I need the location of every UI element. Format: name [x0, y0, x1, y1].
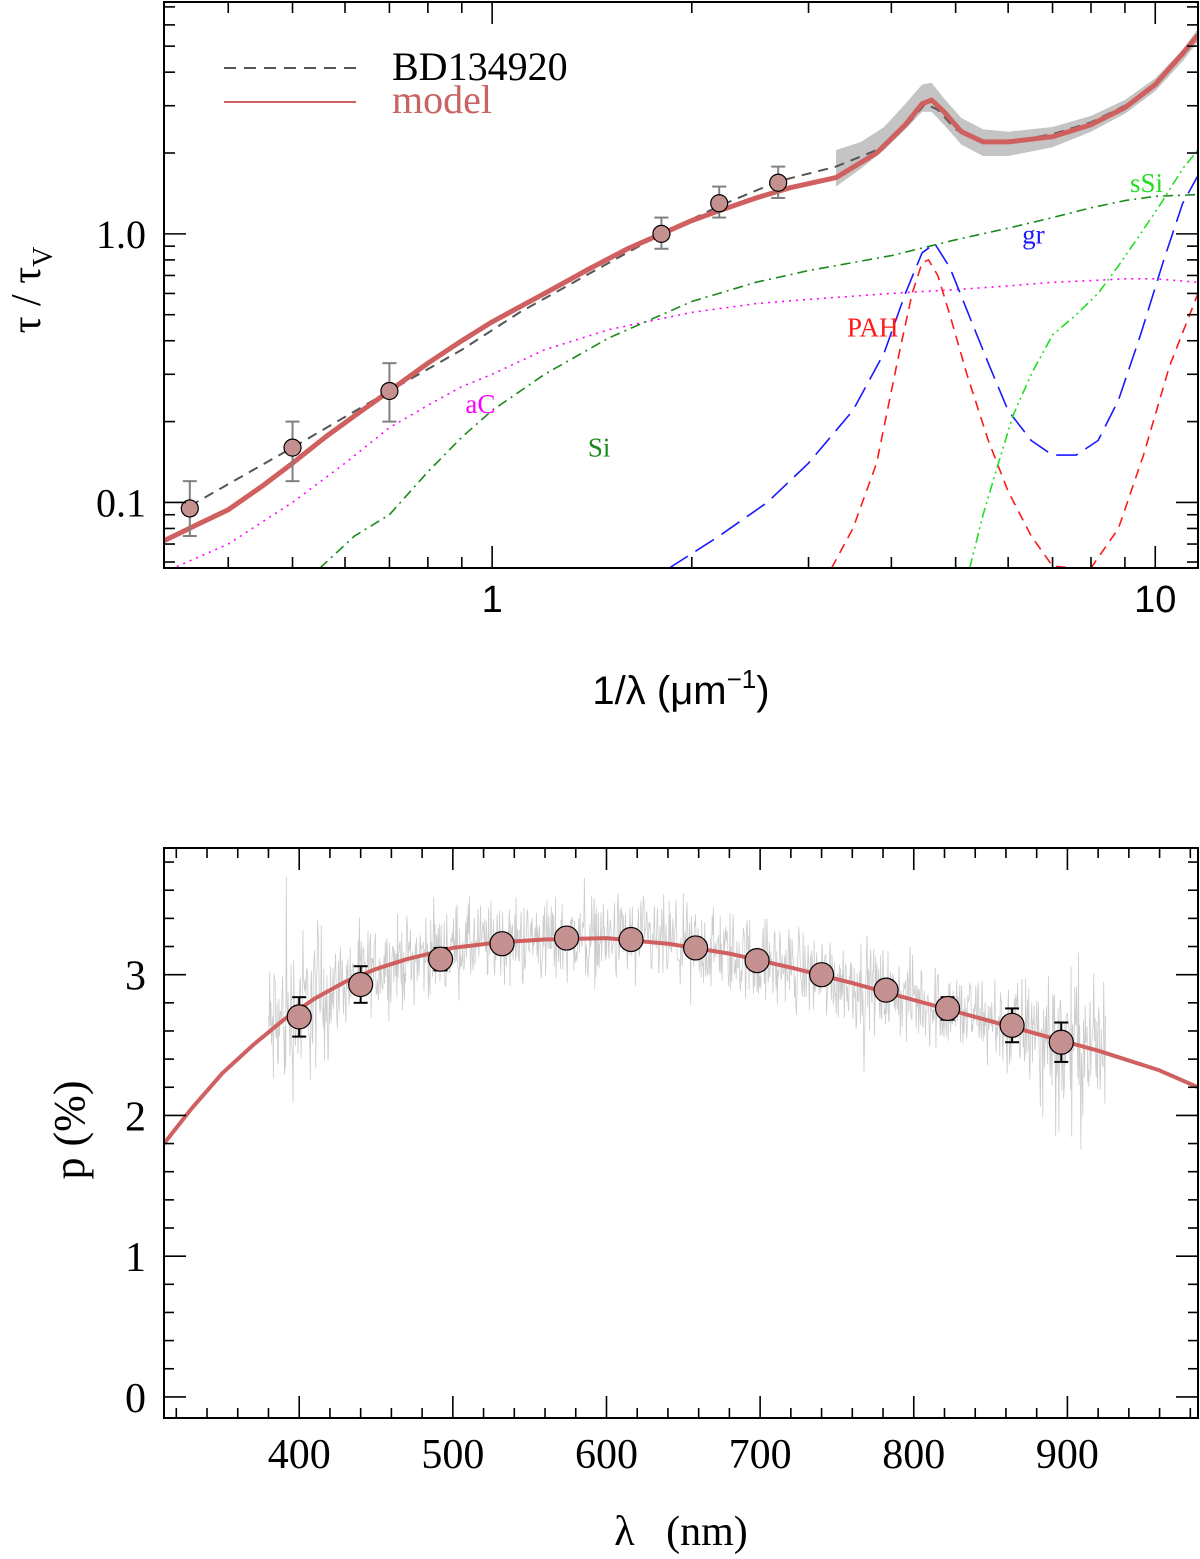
y-tick-label: 3	[125, 954, 146, 1000]
component-label-ac: aC	[465, 389, 495, 419]
observed-point	[553, 925, 580, 951]
point-marker	[710, 194, 729, 213]
component-label-pah: PAH	[847, 312, 899, 342]
polarization-x-axis-label: λ (nm)	[614, 1509, 748, 1555]
point-marker	[682, 935, 709, 961]
extinction-y-axis-label: τ / τV	[4, 247, 59, 334]
y-tick-label: 0.1	[96, 480, 146, 525]
series-ssi-line	[968, 149, 1198, 568]
series-model-line	[164, 33, 1198, 544]
point-marker	[283, 438, 302, 457]
observed-point	[348, 965, 374, 1004]
polarization-ticks: 400 500 600 700 800 900 0 1 2 3	[125, 848, 1198, 1478]
extinction-plot-area	[164, 2, 1198, 568]
component-label-gr: gr	[1022, 220, 1045, 250]
point-marker	[618, 926, 644, 953]
point-marker	[999, 1012, 1025, 1038]
x-tick-label: 1	[482, 579, 503, 621]
point-marker	[873, 977, 899, 1003]
series-ac-line	[171, 278, 1198, 568]
legend-label-model: model	[392, 77, 492, 122]
observed-point	[710, 185, 729, 219]
observed-point	[769, 165, 788, 199]
observed-point	[652, 216, 671, 250]
observed-point	[873, 977, 899, 1003]
observed-point	[283, 420, 302, 483]
observed-point	[682, 935, 709, 961]
y-tick-label: 1.0	[96, 212, 146, 257]
point-marker	[180, 499, 199, 518]
point-marker	[1048, 1029, 1074, 1055]
observed-point	[180, 480, 199, 537]
extinction-axes-frame	[163, 1, 1199, 569]
x-tick-label: 500	[421, 1432, 484, 1478]
observed-point	[380, 362, 399, 423]
component-labels: aC Si gr PAH sSi	[465, 168, 1163, 463]
y-tick-label: 0	[125, 1376, 146, 1422]
polarization-plot-area	[164, 848, 1198, 1418]
polarization-model	[164, 936, 1198, 1145]
x-tick-label: 900	[1036, 1432, 1099, 1478]
point-marker	[380, 381, 399, 401]
observed-point	[808, 962, 835, 988]
extinction-ticks: 1 10 0.1 1.0	[96, 2, 1198, 621]
polarization-axes-frame	[163, 847, 1199, 1419]
point-marker	[744, 947, 770, 974]
x-tick-label: 400	[268, 1432, 331, 1478]
point-marker	[652, 224, 671, 243]
x-tick-label: 700	[729, 1432, 792, 1478]
spectrum-noise-line	[268, 876, 1106, 1150]
observed-point	[744, 947, 770, 974]
x-tick-label: 800	[882, 1432, 945, 1478]
point-marker	[348, 971, 374, 998]
x-tick-label: 10	[1134, 579, 1176, 621]
extinction-series	[164, 33, 1198, 568]
y-tick-label: 1	[125, 1235, 146, 1281]
observed-point	[999, 1007, 1025, 1044]
series-pah-line	[830, 259, 1198, 568]
observed-point	[618, 926, 644, 953]
point-marker	[286, 1004, 312, 1030]
polarization-y-axis-label: p (%)	[45, 1081, 94, 1180]
y-tick-label: 2	[125, 1094, 146, 1140]
polarization-spectrum-noise	[268, 876, 1106, 1150]
extinction-observed-points	[180, 165, 788, 537]
polarization-model-line	[164, 936, 1198, 1145]
series-gr-line	[668, 175, 1198, 568]
observed-point	[1048, 1021, 1074, 1063]
point-marker	[553, 925, 580, 951]
component-label-ssi: sSi	[1130, 168, 1163, 198]
x-tick-label: 600	[575, 1432, 638, 1478]
observed-point	[489, 931, 515, 957]
observed-point	[934, 995, 961, 1022]
observed-point	[286, 996, 312, 1038]
extinction-legend: BD134920 model	[224, 44, 568, 122]
polarization-observed-points	[286, 925, 1074, 1063]
point-marker	[489, 931, 515, 957]
extinction-panel: aC Si gr PAH sSi 1 10 0.1 1.0 BD134920 model 1/…	[4, 1, 1199, 713]
observed-point	[427, 946, 454, 972]
point-marker	[934, 995, 961, 1022]
component-label-si: Si	[588, 433, 611, 463]
series-si-line	[319, 193, 1198, 568]
point-marker	[769, 173, 788, 192]
polarization-panel: 400 500 600 700 800 900 0 1 2 3 λ (nm) p (%)	[45, 847, 1199, 1555]
point-marker	[427, 946, 454, 972]
point-marker	[808, 962, 835, 988]
legend-label-bd134920: BD134920	[392, 44, 568, 89]
extinction-x-axis-label: 1/λ (μm−1)	[592, 664, 769, 713]
